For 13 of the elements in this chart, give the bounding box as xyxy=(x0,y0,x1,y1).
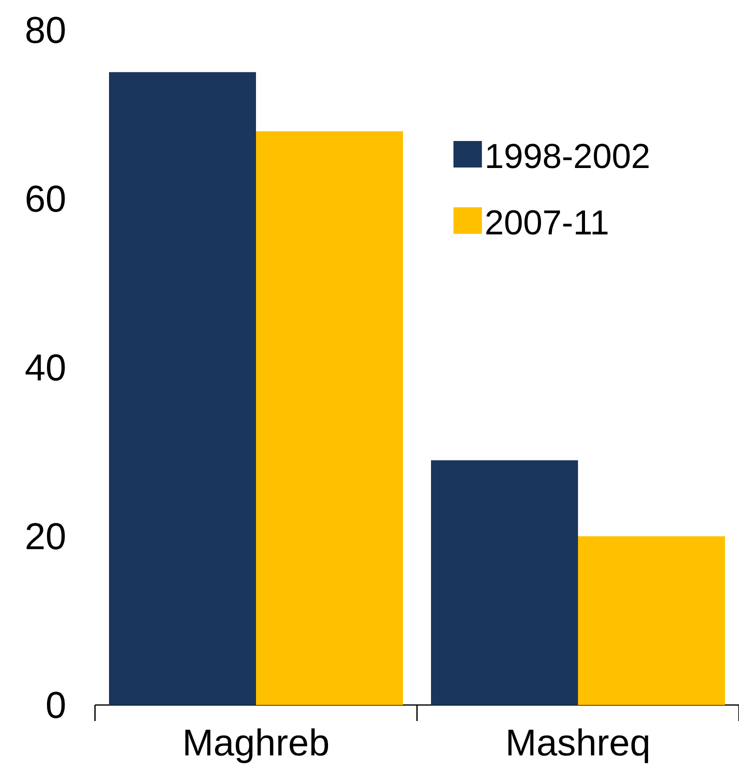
y-tick-label: 40 xyxy=(26,354,65,381)
bar xyxy=(430,460,578,705)
bar xyxy=(109,72,256,705)
legend-label: 2007-11 xyxy=(486,210,608,235)
y-tick-label: 20 xyxy=(26,523,65,550)
y-tick-label: 80 xyxy=(26,16,65,44)
x-tick-label: Mashreq xyxy=(508,728,648,764)
x-tick-label: Maghreb xyxy=(185,728,328,764)
legend-label: 1998-2002 xyxy=(487,144,649,168)
bar xyxy=(256,131,403,705)
y-tick-label: 60 xyxy=(26,186,65,212)
y-tick-label: 0 xyxy=(46,692,65,718)
bar xyxy=(578,536,725,705)
